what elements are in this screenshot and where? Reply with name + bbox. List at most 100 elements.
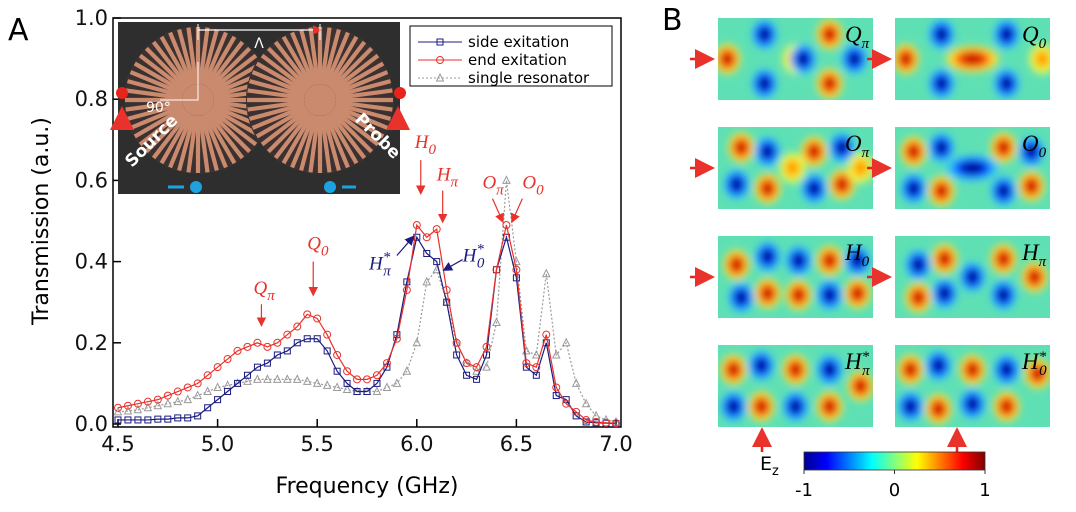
field-blobs (895, 19, 1050, 99)
label-sub: 0 (429, 142, 437, 158)
resonator-arm (247, 100, 305, 112)
resonator-arm (324, 113, 350, 169)
field-blob (789, 399, 802, 414)
data-point (522, 363, 530, 371)
label: Q0 (1022, 22, 1047, 52)
resonator-arm (266, 109, 311, 154)
data-point (571, 378, 581, 387)
data-point (263, 374, 272, 383)
resonator-arm (198, 115, 210, 173)
data-point (473, 375, 481, 383)
label: Hπ (436, 164, 459, 190)
field-map (895, 236, 1050, 318)
data-point (322, 380, 332, 389)
data-point (432, 225, 441, 234)
field-blob (966, 270, 979, 284)
data-point (452, 338, 461, 347)
field-blob (1000, 27, 1013, 41)
inset-text: 90° (146, 100, 171, 116)
data-point (502, 175, 511, 184)
field-blobs (718, 19, 868, 99)
data-point (283, 347, 291, 355)
field-blob (823, 77, 836, 91)
data-point (243, 342, 252, 351)
label-base: H (368, 254, 384, 275)
resonator-arm (207, 109, 252, 154)
resonator-arm (159, 35, 192, 88)
field-blob (997, 252, 1010, 266)
data-point (412, 337, 422, 347)
data-point (422, 233, 431, 242)
resonator-arm (308, 27, 320, 85)
field-blob (912, 258, 924, 272)
data-point (332, 382, 342, 391)
resonator-arm (133, 61, 186, 94)
data-point (542, 330, 551, 339)
data-point (442, 286, 451, 295)
resonator-arm (202, 113, 228, 169)
label-base: H (414, 132, 430, 153)
resonator-arm (251, 70, 307, 96)
data-point (193, 379, 202, 388)
label-base: Q (253, 278, 267, 299)
field-blob (761, 145, 774, 159)
field-blob (961, 162, 984, 174)
field-blob (808, 181, 820, 196)
data-point (184, 414, 192, 422)
field-blob (786, 161, 799, 175)
data-point (602, 418, 611, 427)
colorbar-tick-label: 1 (979, 480, 990, 501)
data-point (163, 391, 172, 400)
field-blob (1000, 399, 1013, 414)
data-point (436, 56, 444, 64)
resonator-arm (331, 53, 380, 92)
legend-box (409, 25, 613, 87)
resonator-arm (326, 35, 359, 88)
label-sub: 0 (477, 256, 485, 272)
data-point (363, 375, 371, 384)
field-blob (904, 399, 917, 414)
field-blob (851, 286, 864, 300)
field-blob (848, 52, 861, 66)
resonator-arm (198, 27, 210, 85)
label-base: O (845, 131, 862, 156)
y-tick-label: 1.0 (75, 6, 108, 30)
data-point (283, 374, 292, 383)
field-blob (1028, 270, 1041, 284)
data-point (611, 416, 621, 426)
inset: Λ90°Source Probe (118, 22, 404, 194)
data-point (154, 415, 162, 423)
label-sup: * (862, 349, 870, 365)
field-map (718, 127, 873, 209)
resonator-arm (273, 111, 312, 160)
data-point (292, 374, 302, 383)
resonator-arm (334, 102, 392, 121)
field-blob (938, 252, 951, 266)
field-blobs (723, 132, 873, 204)
field-blob (823, 363, 836, 377)
resonator-arm (210, 61, 263, 94)
resonator-arm (320, 115, 332, 173)
label-sub: π (862, 145, 870, 161)
data-point (433, 258, 441, 266)
y-tick-label: 0.8 (75, 87, 108, 111)
port-dot (394, 87, 406, 99)
data-point (303, 310, 312, 319)
resonator-arm (209, 53, 258, 92)
field-blob (997, 184, 1010, 198)
data-point (581, 398, 591, 408)
field-blob (735, 140, 747, 155)
colorbar-label: Ez (760, 453, 779, 479)
annotation-arrow (442, 259, 463, 271)
label: Q0 (307, 233, 329, 259)
resonator-arm (251, 104, 307, 130)
resonator-arm (260, 53, 309, 92)
field-blob (727, 399, 740, 414)
field-blobs (720, 350, 873, 422)
resonator-arm (322, 28, 341, 86)
label-sub: π (450, 174, 458, 190)
legend-label: end exitation (468, 51, 567, 69)
data-point (492, 317, 501, 326)
field-map (718, 345, 873, 427)
